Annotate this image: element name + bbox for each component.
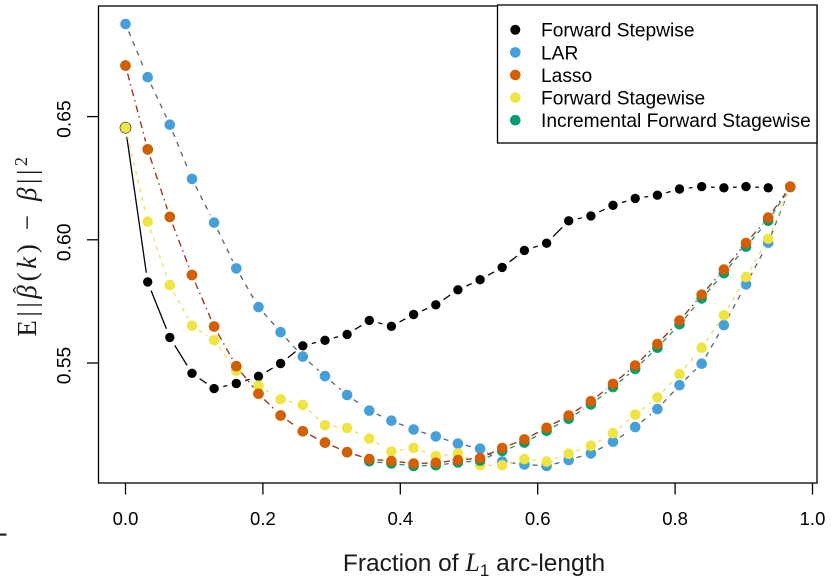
svg-text:0.65: 0.65 <box>54 100 75 138</box>
svg-text:0.8: 0.8 <box>662 508 688 529</box>
svg-text:Lasso: Lasso <box>541 66 592 87</box>
svg-text:0.2: 0.2 <box>250 508 276 529</box>
svg-text:0.6: 0.6 <box>525 508 551 529</box>
svg-text:Incremental Forward Stagewise: Incremental Forward Stagewise <box>541 111 811 132</box>
svg-text:0.0: 0.0 <box>113 508 139 529</box>
svg-text:1.0: 1.0 <box>800 508 826 529</box>
svg-text:Forward Stepwise: Forward Stepwise <box>541 21 695 42</box>
svg-text:0.55: 0.55 <box>54 347 75 385</box>
svg-text:0.4: 0.4 <box>387 508 413 529</box>
svg-text:Fraction of L1 arc-length: Fraction of L1 arc-length <box>343 548 605 578</box>
svg-text:0.60: 0.60 <box>54 224 75 262</box>
svg-text:E||βˆ(k) − β||2: E||βˆ(k) − β||2 <box>10 153 42 336</box>
svg-text:LAR: LAR <box>541 43 578 64</box>
svg-text:Forward Stagewise: Forward Stagewise <box>541 89 705 110</box>
